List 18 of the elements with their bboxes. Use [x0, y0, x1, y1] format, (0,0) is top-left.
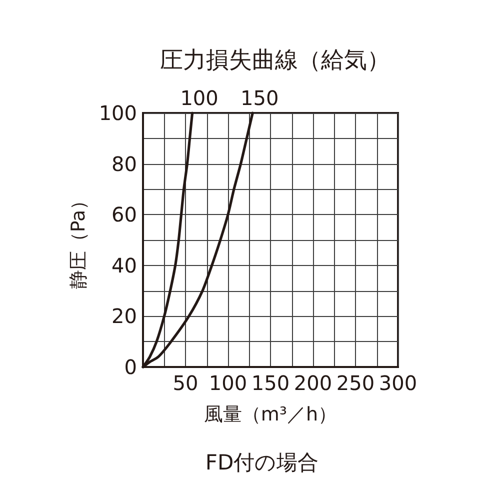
x-tick-label: 300	[378, 371, 418, 395]
chart-title: 圧力損失曲線（給気）	[160, 48, 390, 74]
x-tick-label: 150	[251, 371, 290, 395]
text: FD付の場合	[205, 450, 319, 474]
y-tick-label: 100	[98, 101, 137, 125]
y-tick-label: 40	[112, 253, 137, 278]
y-tick-label: 20	[112, 304, 137, 328]
y-tick-label: 80	[112, 152, 137, 176]
series-label: 150	[240, 86, 279, 110]
series-label: 100	[180, 86, 218, 110]
x-axis-title: 風量（m³／h）	[204, 404, 338, 426]
y-tick-label: 60	[112, 202, 137, 227]
x-tick-label: 100	[208, 371, 248, 395]
y-axis-title: 静圧（Pa）	[67, 190, 90, 290]
x-tick-label: 50	[172, 371, 198, 395]
y-tick-label: 0	[124, 355, 137, 379]
x-tick-label: 250	[336, 371, 375, 395]
x-tick-label: 200	[294, 371, 332, 395]
